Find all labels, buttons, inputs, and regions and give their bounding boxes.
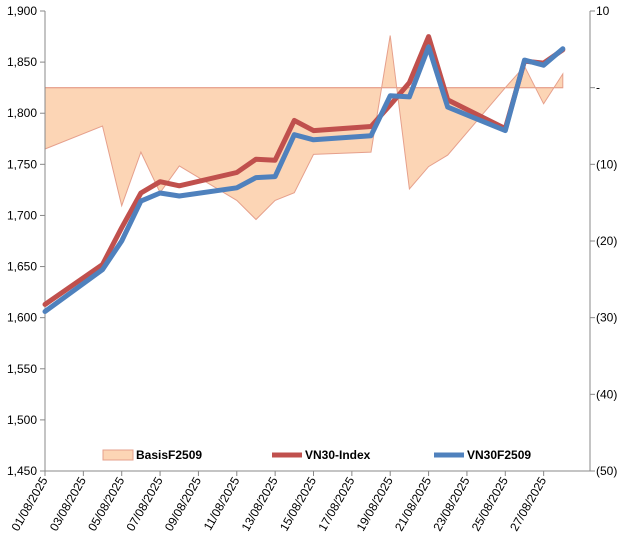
y-left-tick-label: 1,500: [7, 413, 37, 427]
legend-label-vn30f2509: VN30F2509: [467, 448, 531, 462]
y-right-tick-label: -: [596, 81, 600, 95]
x-tick-label: 27/08/2025: [507, 474, 549, 533]
x-tick-label: 13/08/2025: [239, 474, 281, 533]
legend-label-basisf2509: BasisF2509: [136, 448, 202, 462]
y-left-tick-label: 1,750: [7, 157, 37, 171]
x-tick-label: 07/08/2025: [124, 474, 166, 533]
x-tick-label: 09/08/2025: [162, 474, 204, 533]
legend-swatch-basisf2509: [102, 449, 134, 461]
x-tick-label: 05/08/2025: [85, 474, 127, 533]
y-right-tick-label: (30): [596, 311, 617, 325]
x-tick-label: 25/08/2025: [469, 474, 511, 533]
x-tick-label: 15/08/2025: [277, 474, 319, 533]
y-right-tick-label: (50): [596, 464, 617, 478]
y-left-tick-label: 1,900: [7, 4, 37, 18]
y-left-tick-label: 1,550: [7, 362, 37, 376]
x-tick-label: 23/08/2025: [430, 474, 472, 533]
y-left-tick-label: 1,450: [7, 464, 37, 478]
y-right-tick-label: (20): [596, 234, 617, 248]
plot-area: [45, 11, 590, 471]
x-tick-label: 21/08/2025: [392, 474, 434, 533]
x-tick-label: 11/08/2025: [201, 474, 243, 533]
x-tick-label: 01/08/2025: [8, 474, 50, 533]
y-left-tick-label: 1,850: [7, 55, 37, 69]
x-tick-label: 03/08/2025: [47, 474, 89, 533]
legend-label-vn30-index: VN30-Index: [305, 448, 371, 462]
y-left-tick-label: 1,700: [7, 208, 37, 222]
series-line-vn30-index: [42, 34, 566, 307]
y-left-tick-label: 1,650: [7, 260, 37, 274]
y-left-tick-label: 1,800: [7, 106, 37, 120]
y-right-tick-label: (40): [596, 387, 617, 401]
y-left-tick-label: 1,600: [7, 311, 37, 325]
x-tick-label: 17/08/2025: [315, 474, 357, 533]
y-right-tick-label: (10): [596, 157, 617, 171]
series-line-vn30f2509: [42, 44, 566, 314]
x-tick-label: 19/08/2025: [354, 474, 396, 533]
y-right-tick-label: 10: [596, 4, 610, 18]
